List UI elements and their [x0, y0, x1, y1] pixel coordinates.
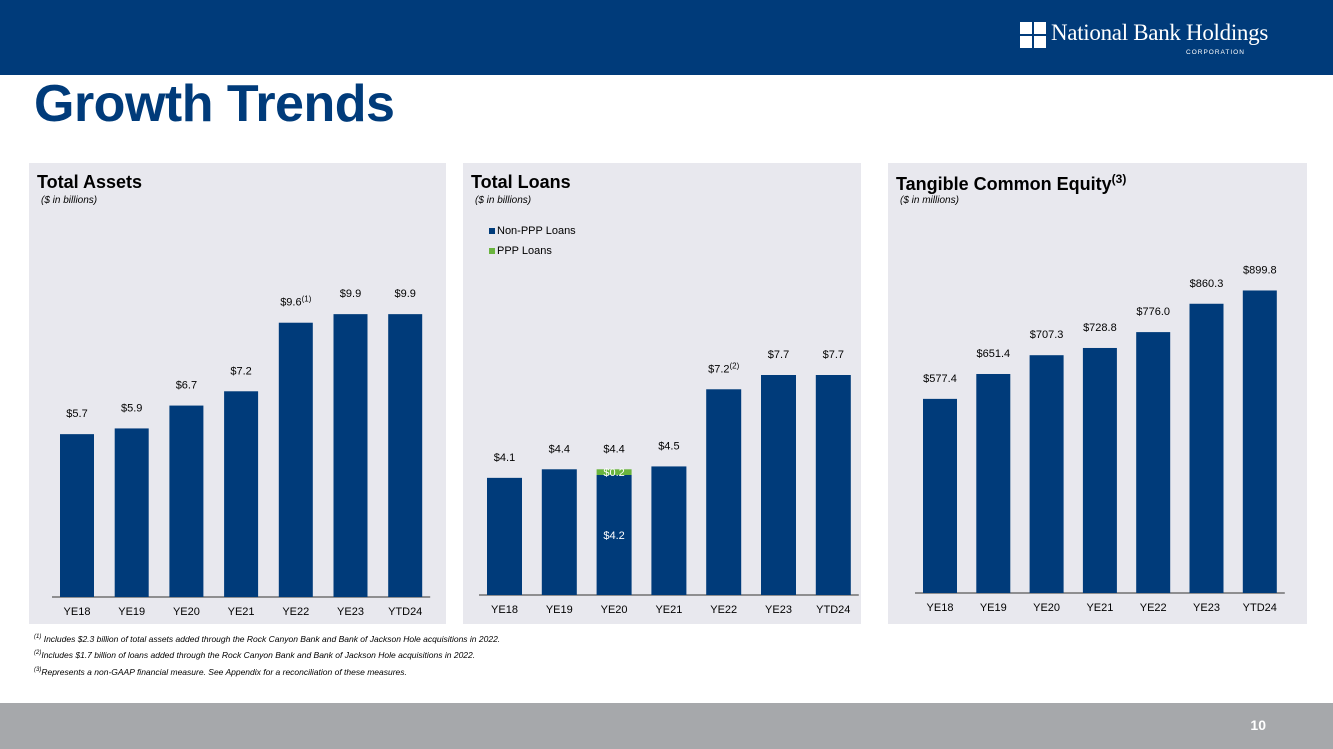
- logo-name: National Bank Holdings: [1051, 20, 1268, 45]
- bar-non-ppp-loans-ye22: [706, 389, 742, 595]
- logo-squares-icon: [1020, 22, 1046, 48]
- data-label: $4.4: [549, 443, 570, 455]
- page-number: 10: [1250, 717, 1266, 733]
- total-assets-panel: Total Assets ($ in billions) $5.7 YE18 $5.…: [29, 163, 446, 624]
- chart-title: Tangible Common Equity(3): [896, 172, 1127, 194]
- x-tick-label: YTD24: [1243, 602, 1277, 614]
- data-label: $7.2: [230, 365, 251, 377]
- bar-ye20: [1029, 355, 1064, 593]
- x-tick-label: YTD24: [816, 604, 850, 616]
- logo-subtitle: CORPORATION: [1186, 49, 1245, 56]
- x-tick-label: YE23: [1193, 602, 1220, 614]
- chart-unit-note: ($ in billions): [475, 195, 532, 206]
- x-tick-label: YE18: [64, 606, 91, 618]
- bar-non-ppp-loans-ye18: [487, 477, 522, 595]
- x-tick-label: YE19: [546, 604, 573, 616]
- bar-non-ppp-loans-ytd24: [815, 375, 851, 595]
- segment-label: $4.2: [603, 530, 624, 542]
- legend-item-non-ppp: Non-PPP Loans: [489, 225, 576, 237]
- x-tick-label: YE21: [228, 606, 255, 618]
- data-label: $9.9: [394, 288, 415, 300]
- chart-unit-note: ($ in billions): [41, 195, 98, 206]
- bar-ye18: [60, 434, 94, 597]
- data-label: $6.7: [176, 380, 197, 392]
- data-label: $5.7: [66, 408, 87, 420]
- x-tick-label: YE22: [710, 604, 737, 616]
- total-assets-chart: $5.7 YE18 $5.9 YE19 $6.7 YE20 $7.2 YE21 $9.6(1) Y…: [52, 288, 431, 618]
- x-tick-label: YE19: [980, 602, 1007, 614]
- x-tick-label: YTD24: [388, 606, 422, 618]
- legend-label: Non-PPP Loans: [497, 225, 576, 237]
- footnote: (1) Includes $2.3 billion of total asset…: [34, 633, 501, 644]
- bar-ppp-loans-ye20: [596, 469, 632, 475]
- footnotes: (1) Includes $2.3 billion of total asset…: [34, 630, 500, 679]
- legend-label: PPP Loans: [497, 245, 552, 257]
- bar-ye23: [1189, 303, 1224, 593]
- legend-swatch-icon: [489, 248, 495, 254]
- data-label: $577.4: [923, 373, 957, 385]
- data-label: $7.7: [768, 349, 789, 361]
- data-label: $9.6(1): [280, 295, 312, 309]
- bar-ye20: [169, 405, 204, 597]
- header-bar: National Bank Holdings CORPORATION: [0, 0, 1333, 75]
- data-label: $4.5: [658, 440, 679, 452]
- chart-title: Total Loans: [471, 172, 571, 192]
- bar-non-ppp-loans-ye20: [596, 475, 632, 595]
- x-tick-label: YE18: [491, 604, 518, 616]
- chart-title: Total Assets: [37, 172, 143, 192]
- bar-non-ppp-loans-ye19: [541, 469, 577, 595]
- x-tick-label: YE22: [1140, 602, 1167, 614]
- bar-non-ppp-loans-ye21: [651, 466, 687, 595]
- tangible-common-equity-chart: $577.4 YE18 $651.4 YE19 $707.3 YE20 $728.8 YE21…: [915, 264, 1285, 614]
- x-tick-label: YE21: [655, 604, 682, 616]
- bar-ye22: [278, 322, 313, 597]
- x-tick-label: YE22: [282, 606, 309, 618]
- bar-ye18: [923, 398, 957, 593]
- page-title: Growth Trends: [34, 75, 395, 133]
- total-loans-panel: Total Loans ($ in billions) Non-PPP Loan…: [463, 163, 861, 624]
- x-tick-label: YE21: [1086, 602, 1113, 614]
- x-tick-label: YE20: [173, 606, 200, 618]
- total-loans-chart: $4.1 YE18 $4.4 YE19 $0.2 $4.2 $4.4 YE20 $4.5 YE21…: [479, 349, 859, 616]
- data-label: $899.8: [1243, 264, 1277, 276]
- data-label: $728.8: [1083, 322, 1117, 334]
- footer-bar: [0, 703, 1333, 749]
- data-label: $7.7: [823, 349, 844, 361]
- bar-ye19: [976, 373, 1011, 593]
- legend-swatch-icon: [489, 228, 495, 234]
- company-logo: National Bank Holdings CORPORATION: [1020, 20, 1280, 62]
- x-tick-label: YE18: [927, 602, 954, 614]
- title-footnote-marker: (3): [1111, 172, 1127, 186]
- x-tick-label: YE20: [601, 604, 628, 616]
- data-label: $9.9: [340, 288, 361, 300]
- bar-ye22: [1136, 332, 1171, 593]
- bar-ytd24: [388, 314, 423, 597]
- x-tick-label: YE20: [1033, 602, 1060, 614]
- bar-ye21: [1082, 347, 1117, 593]
- bar-ye21: [224, 391, 259, 597]
- data-label: $4.4: [603, 443, 624, 455]
- footnote: (3)Represents a non-GAAP financial measu…: [34, 666, 407, 677]
- footnote: (2)Includes $1.7 billion of loans added …: [34, 650, 476, 661]
- chart-unit-note: ($ in millions): [900, 195, 959, 206]
- data-label: $5.9: [121, 402, 142, 414]
- x-tick-label: YE23: [337, 606, 364, 618]
- data-label: $7.2(2): [708, 361, 740, 375]
- bar-ytd24: [1242, 290, 1277, 593]
- bar-ye19: [114, 428, 149, 597]
- data-label: $4.1: [494, 452, 515, 464]
- legend-item-ppp: PPP Loans: [489, 245, 552, 257]
- data-label: $860.3: [1190, 278, 1224, 290]
- x-tick-label: YE23: [765, 604, 792, 616]
- data-label: $707.3: [1030, 329, 1064, 341]
- segment-label: $0.2: [603, 467, 624, 479]
- bar-ye23: [333, 314, 368, 597]
- data-label: $651.4: [976, 348, 1010, 360]
- data-label: $776.0: [1136, 306, 1170, 318]
- tangible-common-equity-panel: Tangible Common Equity(3) ($ in millions…: [888, 163, 1307, 624]
- x-tick-label: YE19: [118, 606, 145, 618]
- bar-non-ppp-loans-ye23: [761, 375, 796, 595]
